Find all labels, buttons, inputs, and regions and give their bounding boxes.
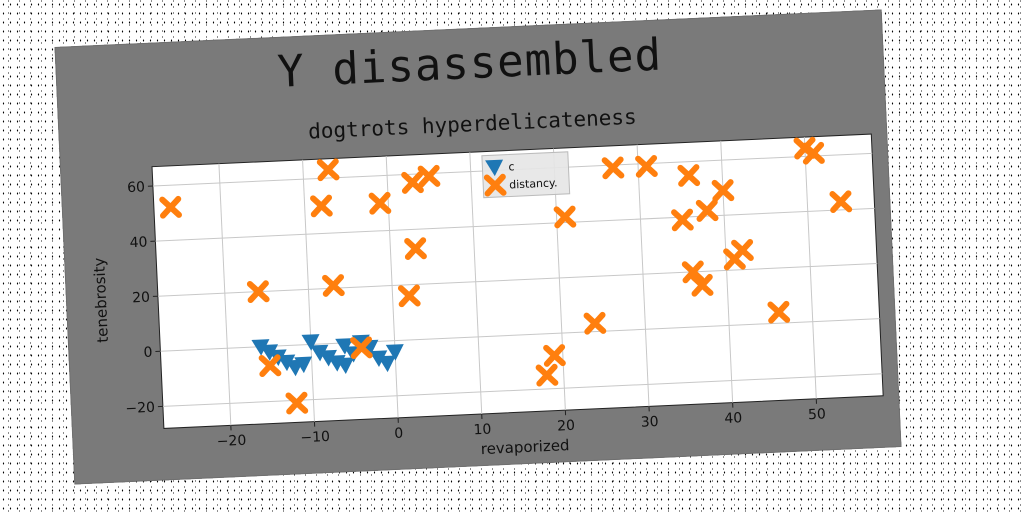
y-tick-label: −20 — [125, 400, 155, 417]
x-tick-label: 10 — [473, 422, 492, 439]
data-point-series-2 — [829, 190, 853, 214]
y-gridline — [155, 207, 875, 242]
data-point-series-2 — [677, 164, 701, 187]
data-point-series-2 — [671, 208, 694, 232]
y-tick-label: 20 — [132, 290, 151, 307]
legend-box — [481, 151, 571, 199]
x-gridline — [302, 159, 315, 422]
data-point-series-2 — [690, 273, 714, 297]
data-point-series-2 — [401, 171, 424, 194]
chart-card: Y disassembled dogtrots hyperdelicatenes… — [54, 9, 902, 485]
data-point-series-1 — [310, 344, 329, 362]
data-point-series-2 — [285, 391, 309, 415]
legend-label: distancy. — [509, 176, 558, 191]
x-gridline — [636, 144, 650, 407]
legend-marker-1 — [485, 159, 504, 177]
x-gridline — [385, 156, 399, 418]
data-point-series-2 — [246, 280, 270, 303]
legend-marker-2 — [483, 173, 507, 197]
data-point-series-2 — [553, 205, 577, 229]
x-tick-label: 30 — [640, 414, 659, 431]
data-point-series-1 — [351, 334, 370, 352]
x-tick-label: 20 — [557, 418, 576, 435]
data-point-series-2 — [802, 141, 825, 165]
y-gridline — [157, 263, 878, 297]
y-gridline — [162, 373, 883, 407]
legend-label: c — [508, 160, 515, 173]
data-point-series-2 — [601, 156, 625, 180]
data-point-series-1 — [377, 355, 396, 373]
data-point-series-1 — [301, 334, 320, 351]
data-point-series-2 — [316, 158, 340, 182]
x-gridline — [720, 140, 734, 403]
data-point-series-2 — [635, 154, 658, 178]
data-point-series-1 — [260, 344, 279, 361]
data-point-series-2 — [695, 199, 719, 222]
data-point-series-2 — [583, 311, 607, 335]
data-point-series-2 — [681, 260, 705, 284]
data-point-series-1 — [251, 339, 270, 356]
data-point-series-1 — [318, 349, 337, 367]
x-tick-label: −20 — [216, 433, 246, 450]
data-point-series-2 — [731, 238, 754, 262]
y-tick-label: 40 — [129, 234, 148, 251]
data-point-series-2 — [404, 237, 427, 260]
x-gridline — [803, 137, 817, 399]
y-axis-label: tenebrosity — [90, 257, 112, 343]
x-tick-label: 50 — [808, 406, 827, 423]
scatter-plot: −20 −10 0 10 20 30 40 50 −20 0 20 40 60 revaporized te… — [90, 133, 884, 458]
x-tick-label: −10 — [300, 429, 330, 446]
y-gridline — [160, 318, 880, 352]
data-point-series-1 — [385, 344, 404, 361]
x-tick-label: 40 — [724, 410, 743, 427]
data-point-series-1 — [294, 356, 313, 374]
y-tick-label: 0 — [143, 345, 153, 361]
data-point-series-2 — [397, 284, 421, 308]
data-point-series-2 — [258, 354, 282, 377]
data-point-series-2 — [711, 179, 735, 202]
data-point-series-2 — [535, 363, 559, 387]
data-point-series-1 — [336, 357, 355, 374]
data-point-series-1 — [277, 354, 296, 372]
y-tick-label: 60 — [127, 179, 146, 196]
data-point-series-2 — [310, 194, 333, 218]
data-point-series-1 — [369, 350, 388, 367]
data-point-series-2 — [350, 336, 373, 360]
data-point-series-1 — [335, 338, 354, 355]
x-tick-label: 0 — [394, 426, 404, 442]
data-point-series-2 — [767, 300, 791, 324]
x-gridline — [469, 152, 483, 415]
data-point-series-2 — [322, 274, 345, 297]
data-point-series-2 — [368, 191, 392, 215]
x-gridline — [218, 163, 232, 426]
data-point-series-2 — [417, 164, 441, 188]
x-axis-label: revaporized — [480, 436, 570, 458]
data-point-series-2 — [159, 195, 182, 219]
data-point-series-2 — [543, 344, 566, 367]
